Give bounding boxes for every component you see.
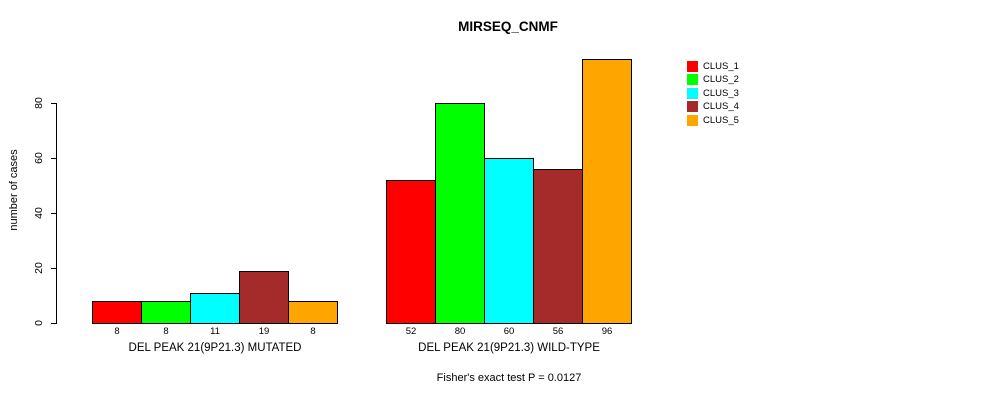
bar-value-label: 19	[258, 326, 270, 337]
legend-item-clus_1: CLUS_1	[687, 61, 739, 72]
legend-item-clus_3: CLUS_3	[687, 87, 739, 99]
bar-clus_3-group1	[190, 293, 240, 324]
legend-label: CLUS_5	[703, 114, 739, 126]
y-axis-tick-label: 60	[33, 152, 45, 164]
bar-value-label: 8	[310, 326, 316, 337]
y-axis-tick-label: 40	[33, 207, 45, 219]
legend-item-clus_4: CLUS_4	[687, 101, 739, 113]
bar-clus_4-group1	[239, 271, 289, 324]
legend-swatch-icon	[687, 74, 698, 86]
y-axis-tick	[51, 213, 56, 214]
legend-item-clus_5: CLUS_5	[687, 114, 739, 126]
bar-value-label: 56	[552, 326, 564, 337]
legend-label: CLUS_3	[703, 87, 739, 99]
legend-label: CLUS_4	[703, 101, 739, 113]
y-axis-label: number of cases	[8, 149, 20, 231]
legend-swatch-icon	[687, 87, 698, 99]
legend: CLUS_1 CLUS_2 CLUS_3 CLUS_4 CLUS_5	[687, 61, 739, 128]
bar-clus_3-group2	[484, 158, 534, 324]
chart-title: MIRSEQ_CNMF	[458, 19, 558, 34]
y-axis-tick-label: 20	[33, 262, 45, 274]
footnote-fisher-test: Fisher's exact test P = 0.0127	[436, 372, 582, 384]
y-axis-tick-label: 0	[33, 320, 45, 326]
bar-clus_5-group1	[288, 301, 338, 324]
y-axis-tick	[51, 323, 56, 324]
bar-value-label: 52	[405, 326, 417, 337]
legend-label: CLUS_1	[703, 61, 739, 72]
group-label: DEL PEAK 21(9P21.3) WILD-TYPE	[418, 342, 600, 354]
legend-label: CLUS_2	[703, 74, 739, 86]
bar-value-label: 96	[601, 326, 613, 337]
bar-clus_1-group1	[92, 301, 142, 324]
y-axis-tick-label: 80	[33, 97, 45, 109]
bar-value-label: 60	[503, 326, 515, 337]
y-axis-line	[56, 103, 57, 324]
bar-clus_2-group1	[141, 301, 191, 324]
legend-swatch-icon	[687, 61, 698, 72]
y-axis-tick	[51, 268, 56, 269]
bar-value-label: 80	[454, 326, 466, 337]
group-label: DEL PEAK 21(9P21.3) MUTATED	[128, 342, 302, 354]
bar-value-label: 8	[114, 326, 120, 337]
bar-clus_5-group2	[582, 59, 632, 324]
bar-clus_4-group2	[533, 169, 583, 324]
bar-clus_2-group2	[435, 103, 485, 324]
y-axis-tick	[51, 158, 56, 159]
bar-value-label: 11	[210, 326, 220, 337]
bar-value-label: 8	[163, 326, 169, 337]
legend-swatch-icon	[687, 101, 698, 113]
legend-item-clus_2: CLUS_2	[687, 74, 739, 86]
bar-clus_1-group2	[386, 180, 436, 324]
y-axis-tick	[51, 103, 56, 104]
legend-swatch-icon	[687, 114, 698, 126]
